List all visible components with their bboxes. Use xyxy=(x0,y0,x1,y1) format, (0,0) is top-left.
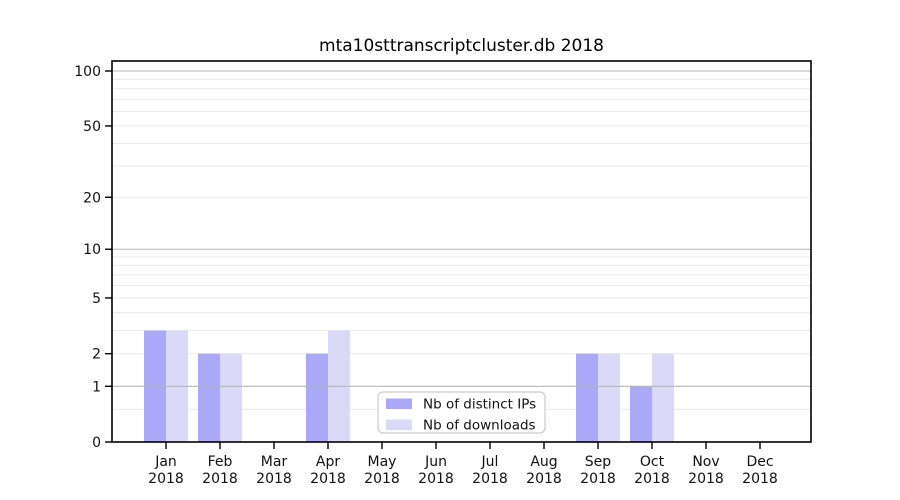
x-tick-label-year-aug: 2018 xyxy=(526,471,562,487)
bar-nb-of-distinct-ips-feb xyxy=(198,353,220,442)
x-tick-label-year-oct: 2018 xyxy=(634,471,670,487)
legend-swatch-nb-of-distinct-ips xyxy=(386,398,412,409)
x-tick-label-month-jul: Jul xyxy=(481,454,499,470)
x-tick-label-month-apr: Apr xyxy=(316,454,340,470)
legend-label-nb-of-downloads: Nb of downloads xyxy=(423,418,536,434)
chart-title: mta10sttranscriptcluster.db 2018 xyxy=(319,36,604,56)
legend-box xyxy=(377,391,546,434)
x-tick-label-month-jun: Jun xyxy=(424,454,447,470)
y-tick-label-100: 100 xyxy=(74,64,101,80)
bar-nb-of-downloads-sep xyxy=(598,353,620,442)
x-tick-label-year-jul: 2018 xyxy=(472,471,508,487)
bar-nb-of-downloads-feb xyxy=(220,353,242,442)
y-tick-label-0: 0 xyxy=(92,435,101,451)
x-tick-label-month-nov: Nov xyxy=(692,454,719,470)
x-tick-label-month-sep: Sep xyxy=(585,454,612,470)
x-tick-label-year-nov: 2018 xyxy=(688,471,724,487)
x-tick-label-month-jan: Jan xyxy=(154,454,177,470)
plot-border xyxy=(111,60,812,443)
x-tick-label-year-jun: 2018 xyxy=(418,471,454,487)
x-tick-label-year-sep: 2018 xyxy=(580,471,616,487)
legend-label-nb-of-distinct-ips: Nb of distinct IPs xyxy=(423,397,536,413)
y-tick-label-20: 20 xyxy=(83,190,101,206)
y-tick-label-50: 50 xyxy=(83,119,101,135)
x-tick-label-month-dec: Dec xyxy=(746,454,773,470)
bar-nb-of-distinct-ips-sep xyxy=(576,353,598,442)
y-tick-label-1: 1 xyxy=(92,379,101,395)
x-tick-label-year-feb: 2018 xyxy=(202,471,238,487)
x-tick-label-month-may: May xyxy=(368,454,397,470)
x-tick-label-month-mar: Mar xyxy=(261,454,288,470)
y-tick-label-5: 5 xyxy=(92,291,101,307)
bar-nb-of-distinct-ips-oct xyxy=(630,386,652,442)
y-tick-label-10: 10 xyxy=(83,242,101,258)
bar-nb-of-distinct-ips-apr xyxy=(306,353,328,442)
x-tick-label-month-oct: Oct xyxy=(640,454,665,470)
x-tick-label-year-apr: 2018 xyxy=(310,471,346,487)
x-tick-label-month-aug: Aug xyxy=(530,454,557,470)
y-tick-label-2: 2 xyxy=(92,347,101,363)
x-tick-label-year-may: 2018 xyxy=(364,471,400,487)
x-tick-label-year-mar: 2018 xyxy=(256,471,292,487)
bar-nb-of-downloads-oct xyxy=(652,353,674,442)
x-tick-label-month-feb: Feb xyxy=(208,454,233,470)
x-tick-label-year-dec: 2018 xyxy=(742,471,778,487)
legend-swatch-nb-of-downloads xyxy=(386,419,412,430)
x-tick-label-year-jan: 2018 xyxy=(148,471,184,487)
